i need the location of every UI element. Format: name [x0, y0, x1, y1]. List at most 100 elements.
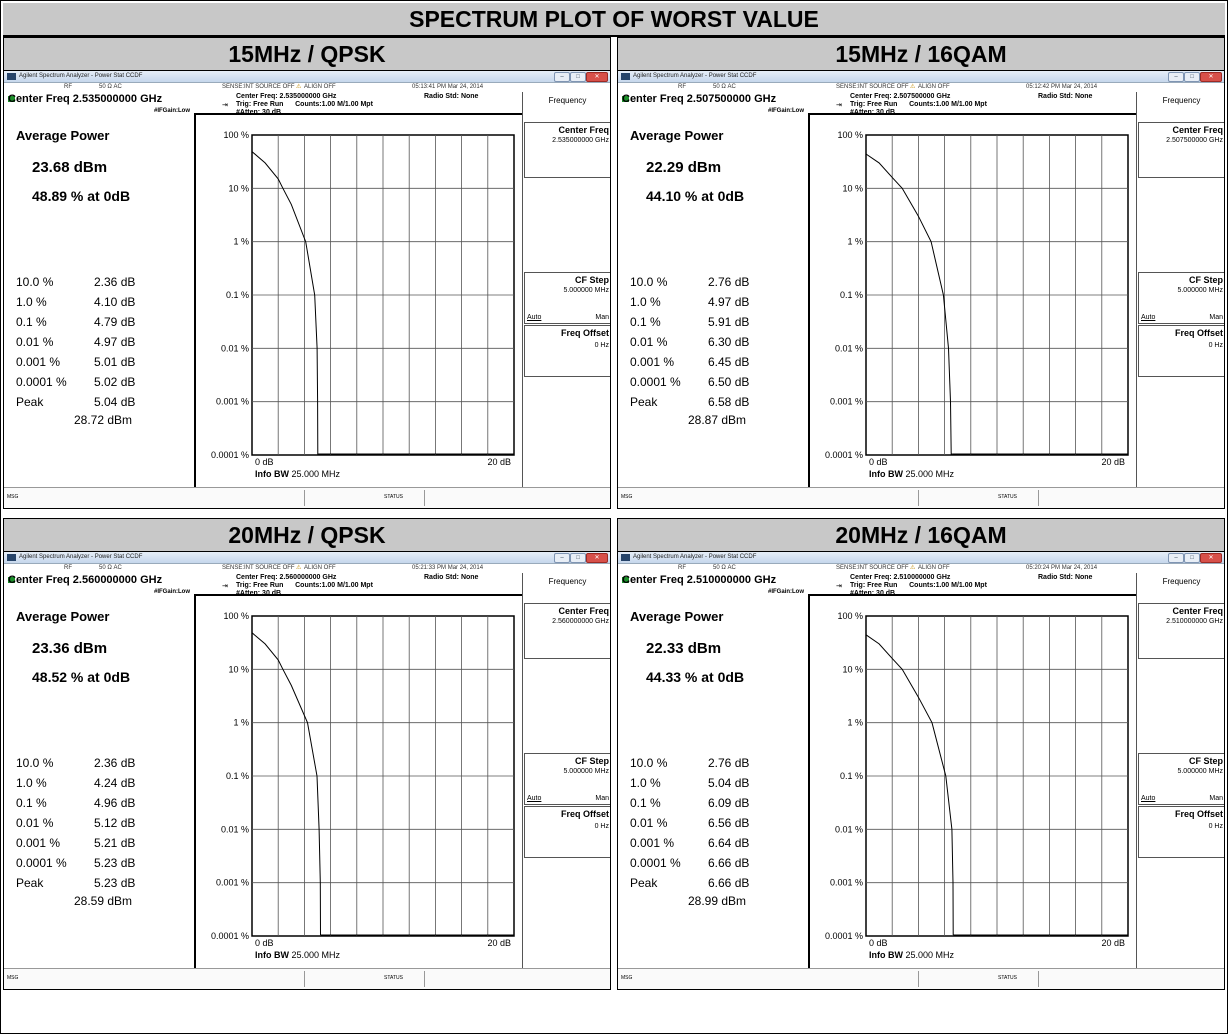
y-tick-label: 100 %: [837, 130, 863, 140]
peak-dbm-value: 28.59 dBm: [74, 894, 133, 908]
ifgain-setting: #IFGain:Low: [768, 589, 804, 595]
window-title: Agilent Spectrum Analyzer - Power Stat C…: [633, 554, 757, 560]
ccdf-stat-db: 5.21 dB: [94, 836, 136, 850]
info-bw: Info BW 25.000 MHz: [869, 950, 955, 960]
ccdf-stat-db: 6.09 dB: [708, 796, 750, 810]
ccdf-stat-db: 5.12 dB: [94, 816, 136, 830]
ccdf-stat-percent: 0.1 %: [16, 796, 47, 810]
ccdf-stat-percent: 10.0 %: [16, 756, 54, 770]
timestamp: 05:21:33 PM Mar 24, 2014: [412, 565, 484, 571]
cf-step-softkey[interactable]: CF Step 5.000000 MHz Auto Man: [524, 753, 610, 805]
menu-title: Frequency: [548, 96, 587, 105]
ccdf-stat-db: 4.97 dB: [708, 295, 750, 309]
maximize-icon[interactable]: □: [570, 72, 586, 82]
close-icon[interactable]: ✕: [586, 553, 608, 563]
freq-offset-value: 0 Hz: [1208, 342, 1223, 349]
ccdf-stat-percent: 0.001 %: [16, 836, 61, 850]
app-icon: [621, 554, 630, 561]
cf-step-man[interactable]: Man: [1209, 795, 1223, 802]
ccdf-stat-percent: 0.01 %: [16, 816, 54, 830]
ccdf-stat-db: 5.23 dB: [94, 876, 136, 890]
center-freq-softkey[interactable]: Center Freq 2.560000000 GHz: [524, 603, 610, 659]
ccdf-stat-db: 6.58 dB: [708, 395, 750, 409]
ccdf-curve: [865, 153, 953, 455]
info-bw-label: Info BW: [869, 469, 906, 479]
minimize-icon[interactable]: –: [554, 72, 570, 82]
trigger-arrow-icon: ⇥: [222, 583, 228, 590]
measurement-settings: Center Freq: 2.510000000 GHz Trig: Free …: [850, 574, 987, 598]
freq-offset-softkey[interactable]: Freq Offset 0 Hz: [1138, 806, 1224, 858]
panel-title: 20MHz / 16QAM: [617, 518, 1225, 552]
freq-offset-softkey[interactable]: Freq Offset 0 Hz: [524, 325, 610, 377]
instrument-status-bar: RF 50 Ω AC SENSE:INT SOURCE OFF ⚠ ALIGN …: [4, 564, 610, 583]
atten-setting: #Atten: 30 dB: [850, 590, 987, 598]
maximize-icon[interactable]: □: [1184, 553, 1200, 563]
align-indicator: ALIGN OFF: [918, 84, 950, 90]
ccdf-svg: 100 % 10 % 1 % 0.1 % 0.01 % 0.001 % 0.0001 % 0 …: [211, 611, 515, 960]
cf-step-label: CF Step: [1188, 275, 1223, 285]
minimize-icon[interactable]: –: [1168, 553, 1184, 563]
cf-step-value: 5.000000 MHz: [563, 768, 609, 775]
app-icon: [7, 73, 16, 80]
divider: [918, 971, 919, 987]
minimize-icon[interactable]: –: [1168, 72, 1184, 82]
ccdf-stat-percent: 0.0001 %: [16, 375, 67, 389]
rf-indicator: RF: [678, 84, 686, 90]
ccdf-stat-percent: 1.0 %: [16, 295, 47, 309]
avg-power-value: 22.29 dBm: [646, 159, 722, 176]
ccdf-curve: [865, 634, 954, 936]
maximize-icon[interactable]: □: [570, 553, 586, 563]
timestamp: 05:13:41 PM Mar 24, 2014: [412, 84, 484, 90]
cf-step-auto[interactable]: Auto: [1141, 314, 1156, 321]
cf-step-softkey[interactable]: CF Step 5.000000 MHz Auto Man: [1138, 272, 1224, 324]
cf-step-man[interactable]: Man: [595, 795, 609, 802]
cf-step-auto[interactable]: Auto: [527, 314, 542, 321]
info-bw-label: Info BW: [869, 950, 906, 960]
cf-step-softkey[interactable]: CF Step 5.000000 MHz Auto Man: [1138, 753, 1224, 805]
status-label: STATUS: [384, 494, 403, 500]
center-freq-softkey-value: 2.507500000 GHz: [1166, 137, 1223, 144]
cf-step-softkey[interactable]: CF Step 5.000000 MHz Auto Man: [524, 272, 610, 324]
cf-step-man[interactable]: Man: [1209, 314, 1223, 321]
close-icon[interactable]: ✕: [1200, 553, 1222, 563]
close-icon[interactable]: ✕: [1200, 72, 1222, 82]
lxi-icon: [622, 577, 629, 583]
peak-dbm-value: 28.72 dBm: [74, 413, 133, 427]
align-indicator: ALIGN OFF: [918, 565, 950, 571]
center-freq-setting: Center Freq: 2.535000000 GHz: [236, 93, 337, 100]
freq-offset-softkey[interactable]: Freq Offset 0 Hz: [524, 806, 610, 858]
x-tick-label: 0 dB: [255, 457, 274, 467]
maximize-icon[interactable]: □: [1184, 72, 1200, 82]
status-label: STATUS: [998, 494, 1017, 500]
cf-step-value: 5.000000 MHz: [1177, 768, 1223, 775]
info-bw-value: 25.000 MHz: [292, 469, 341, 479]
window-title: Agilent Spectrum Analyzer - Power Stat C…: [19, 73, 143, 79]
center-freq-softkey[interactable]: Center Freq 2.535000000 GHz: [524, 122, 610, 178]
avg-power-title: Average Power: [16, 128, 110, 143]
cf-step-man[interactable]: Man: [595, 314, 609, 321]
y-tick-label: 10 %: [842, 664, 863, 674]
cf-step-label: CF Step: [574, 275, 609, 285]
counts-setting: Counts:1.00 M/1.00 Mpt: [295, 582, 373, 589]
warning-icon: ⚠: [296, 84, 302, 90]
x-tick-label: 20 dB: [487, 938, 511, 948]
ccdf-chart: 100 % 10 % 1 % 0.1 % 0.01 % 0.001 % 0.0001 % 0 …: [808, 113, 1138, 490]
impedance-indicator: 50 Ω AC: [713, 84, 736, 90]
ccdf-stat-percent: 0.1 %: [630, 315, 661, 329]
close-icon[interactable]: ✕: [586, 72, 608, 82]
trigger-arrow-icon: ⇥: [222, 102, 228, 109]
cf-step-auto[interactable]: Auto: [527, 795, 542, 802]
minimize-icon[interactable]: –: [554, 553, 570, 563]
ccdf-stat-percent: 1.0 %: [16, 776, 47, 790]
cf-step-auto[interactable]: Auto: [1141, 795, 1156, 802]
info-bw: Info BW 25.000 MHz: [255, 950, 341, 960]
trig-setting: Trig: Free Run Counts:1.00 M/1.00 Mpt: [850, 101, 987, 108]
stats-panel: Average Power 22.29 dBm 44.10 % at 0dB 1…: [618, 113, 808, 483]
message-bar: MSG STATUS: [4, 968, 610, 989]
cf-step-label: CF Step: [1188, 756, 1223, 766]
y-tick-label: 0.1 %: [226, 771, 249, 781]
freq-offset-softkey[interactable]: Freq Offset 0 Hz: [1138, 325, 1224, 377]
center-freq-softkey[interactable]: Center Freq 2.510000000 GHz: [1138, 603, 1224, 659]
timestamp: 05:20:24 PM Mar 24, 2014: [1026, 565, 1098, 571]
center-freq-softkey[interactable]: Center Freq 2.507500000 GHz: [1138, 122, 1224, 178]
